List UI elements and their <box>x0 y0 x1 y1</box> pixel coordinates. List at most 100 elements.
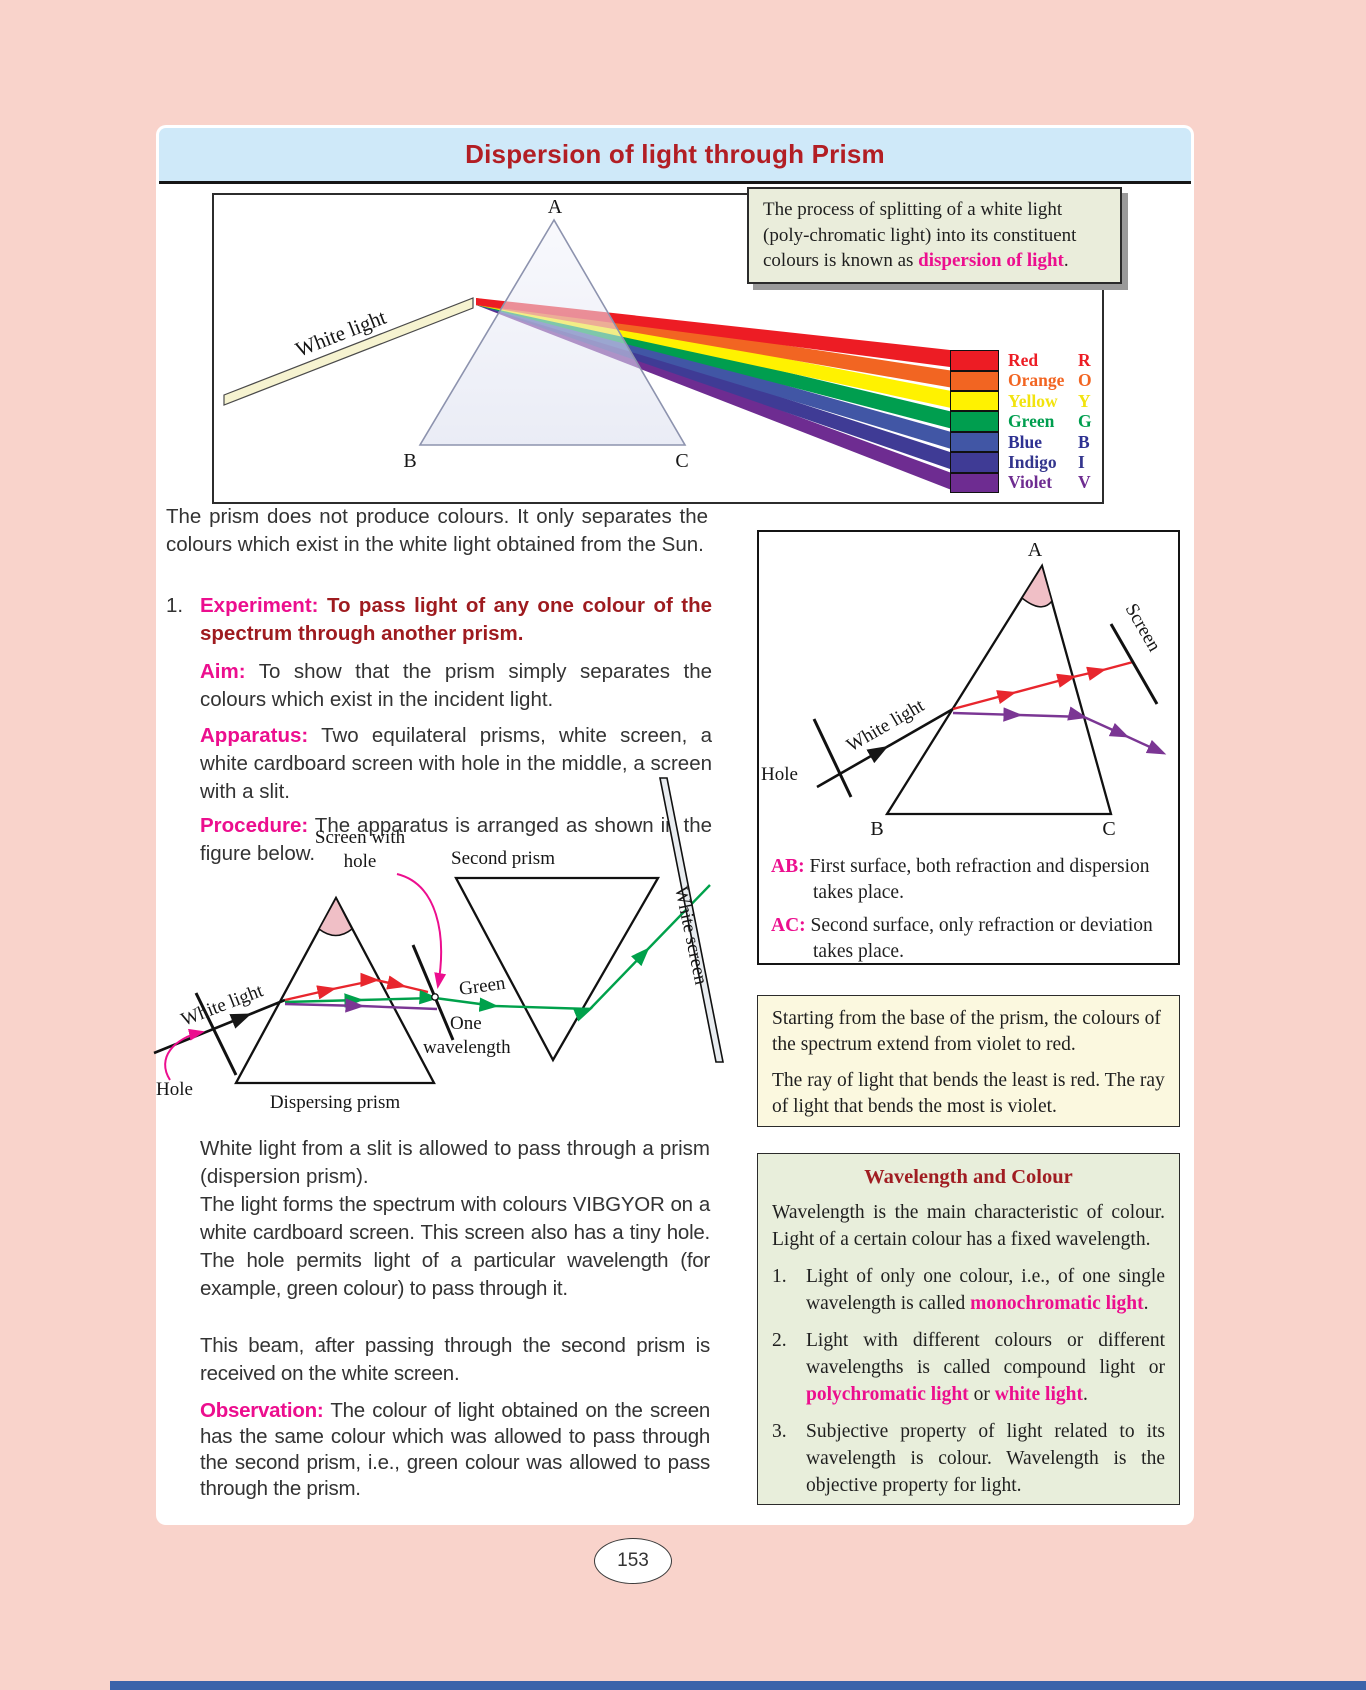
highlighted-term: polychromatic light <box>806 1384 969 1405</box>
apex-angle-shade <box>318 896 353 937</box>
green-label: Green <box>458 973 507 1000</box>
color-swatch <box>950 391 999 412</box>
note-line: Starting from the base of the prism, the… <box>772 1008 1161 1055</box>
observation-paragraph: Observation: The colour of light obtaine… <box>200 1398 710 1502</box>
screen-label: Screen <box>1121 600 1165 656</box>
wavelength-label: wavelength <box>423 1037 511 1058</box>
legend-color-letter: O <box>1078 370 1092 391</box>
corner-c-label: C <box>675 450 688 472</box>
experiment-heading: 1. Experiment: To pass light of any one … <box>166 592 712 648</box>
screen-with-hole-label-1: Screen with <box>315 827 406 848</box>
highlighted-term: monochromatic light <box>970 1293 1144 1314</box>
legend-color-letter: Y <box>1078 390 1091 411</box>
experiment-title: To pass light of any one colour of the s… <box>200 594 712 645</box>
ab-note: AB: First surface, both refraction and d… <box>771 854 1166 906</box>
hole-dot <box>431 993 439 1001</box>
screen <box>1109 623 1159 705</box>
surface-notes: AB: First surface, both refraction and d… <box>759 845 1178 965</box>
list-item: 1. Light of only one colour, i.e., of on… <box>772 1263 1165 1317</box>
text-run: Light with different colours or differen… <box>806 1330 1165 1378</box>
legend-color-name: Orange <box>1008 370 1065 391</box>
legend-color-letter: G <box>1078 411 1092 432</box>
note-line: The ray of light that bends the least is… <box>772 1070 1165 1117</box>
legend-color-letter: R <box>1078 350 1091 370</box>
legend-row: Green G <box>950 411 1100 432</box>
definition-box: The process of splitting of a white ligh… <box>747 187 1122 284</box>
text-run: The process of splitting of a white ligh… <box>763 199 1077 271</box>
ac-text: Second surface, only refraction or devia… <box>810 915 1153 962</box>
body-paragraph: This beam, after passing through the sec… <box>200 1334 710 1385</box>
apparatus-label: Apparatus: <box>200 724 309 747</box>
observation-label: Observation: <box>200 1399 324 1422</box>
color-swatch <box>950 370 999 392</box>
violet-ray <box>952 706 1167 755</box>
text-run: or <box>968 1384 995 1405</box>
list-text: Light of only one colour, i.e., of one s… <box>806 1263 1165 1317</box>
apex-label: A <box>548 196 563 218</box>
procedure-paragraph: Procedure: The apparatus is arranged as … <box>200 812 712 868</box>
prism <box>418 218 687 446</box>
corner-c-label: C <box>1102 818 1115 840</box>
page-number-badge: 153 <box>594 1538 672 1584</box>
observation-text: The colour of light obtained on the scre… <box>200 1399 710 1500</box>
procedure-label: Procedure: <box>200 814 309 837</box>
violet-ray <box>284 998 438 1013</box>
color-swatch <box>950 472 999 494</box>
dispersing-prism-label: Dispersing prism <box>270 1092 401 1113</box>
body-paragraph: White light from a slit is allowed to pa… <box>200 1137 710 1188</box>
aim-paragraph: Aim: To show that the prism simply separ… <box>200 658 712 714</box>
white-screen-label: White screen <box>670 885 711 987</box>
apparatus-diagram: Second prism Dispersing prism White ligh… <box>153 777 724 1113</box>
list-item: 3. Subjective property of light related … <box>772 1418 1165 1499</box>
legend-row: Indigo I <box>950 452 1100 473</box>
legend-row: Violet V <box>950 472 1100 494</box>
second-prism-label: Second prism <box>451 848 555 869</box>
aim-text: To show that the prism simply separates … <box>200 660 712 711</box>
text-run: . <box>1143 1293 1149 1314</box>
refraction-figure-drawing: A B C Hole White light Screen <box>761 539 1167 840</box>
corner-b-label: B <box>403 450 416 472</box>
slit-screen <box>194 992 238 1076</box>
hole-label: Hole <box>761 764 798 785</box>
aim-label: Aim: <box>200 660 246 683</box>
corner-b-label: B <box>870 818 883 840</box>
red-ray <box>952 660 1134 711</box>
white-light-beam <box>223 297 474 406</box>
list-number: 1. <box>166 594 184 617</box>
legend-color-name: Green <box>1008 411 1055 432</box>
text-run: Light of only one colour, i.e., of one s… <box>806 1266 1165 1314</box>
apex-label: A <box>1028 539 1043 561</box>
page-title: Dispersion of light through Prism <box>465 139 885 169</box>
dispersion-figure-drawing: White light A B C <box>223 196 950 490</box>
legend-color-name: Indigo <box>1008 452 1057 472</box>
wavelength-colour-box: Wavelength and Colour Wavelength is the … <box>757 1153 1180 1505</box>
apparatus-paragraph: Apparatus: Two equilateral prisms, white… <box>200 722 712 806</box>
list-number: 3. <box>772 1421 787 1442</box>
screen-with-hole <box>411 944 455 1041</box>
body-paragraph: The light forms the spectrum with colour… <box>200 1193 710 1300</box>
list-text: Subjective property of light related to … <box>806 1418 1165 1499</box>
spectrum-note-box: Starting from the base of the prism, the… <box>757 995 1180 1127</box>
apex-angle-shade <box>1021 564 1053 608</box>
ab-label: AB: <box>771 856 805 877</box>
white-light-label: White light <box>178 980 266 1031</box>
legend-row: Yellow Y <box>950 391 1100 412</box>
ac-note: AC: Second surface, only refraction or d… <box>771 913 1166 965</box>
legend-color-letter: I <box>1078 452 1085 472</box>
text-run: Subjective property of light related to … <box>806 1421 1165 1496</box>
experiment-label: Experiment: <box>200 594 319 617</box>
legend-color-name: Red <box>1008 350 1039 370</box>
slit-screen <box>812 718 853 798</box>
one-label: One <box>450 1013 482 1034</box>
highlighted-term: white light <box>994 1384 1083 1405</box>
color-swatch <box>950 411 999 432</box>
ab-text: First surface, both refraction and dispe… <box>809 856 1150 903</box>
legend-row: Blue B <box>950 432 1100 453</box>
white-light-ray <box>816 707 954 789</box>
highlighted-term: dispersion of light <box>918 250 1064 271</box>
list-item: 2. Light with different colours or diffe… <box>772 1327 1165 1408</box>
legend-row: Orange O <box>950 370 1100 392</box>
wavelength-box-intro: Wavelength is the main characteristic of… <box>772 1202 1165 1250</box>
page-header-banner: Dispersion of light through Prism <box>159 128 1191 184</box>
color-swatch <box>950 452 999 473</box>
